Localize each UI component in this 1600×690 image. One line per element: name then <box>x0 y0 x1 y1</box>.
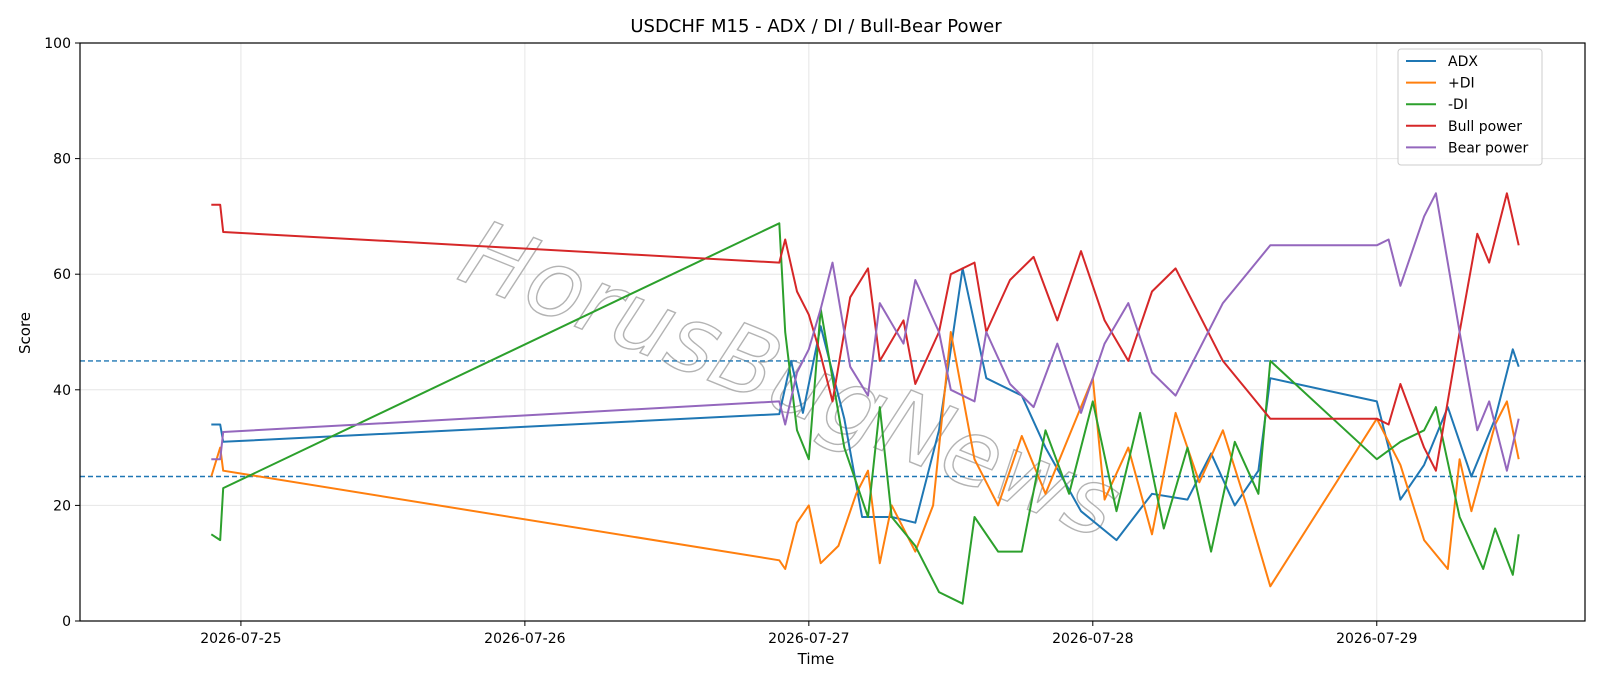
y-tick-label: 100 <box>44 36 71 52</box>
legend-label: +DI <box>1448 76 1475 92</box>
plot-frame <box>79 42 1586 622</box>
series-line-bear-power <box>211 192 1520 472</box>
y-tick-label: 80 <box>53 152 71 168</box>
y-tick-label: 20 <box>53 498 71 514</box>
reference-lines <box>80 360 1585 478</box>
x-tick-label: 2026-07-29 <box>1336 631 1417 647</box>
y-axis-label: Score <box>16 312 34 354</box>
y-tick-label: 60 <box>53 267 71 283</box>
x-tick-label: 2026-07-25 <box>200 631 281 647</box>
legend-label: Bull power <box>1448 119 1522 135</box>
legend-box <box>1397 48 1543 166</box>
series-line-bull-power <box>211 192 1520 472</box>
x-tick-label: 2026-07-27 <box>768 631 849 647</box>
x-tick-label: 2026-07-26 <box>484 631 565 647</box>
y-tick-label: 0 <box>62 614 71 630</box>
x-tick-label: 2026-07-28 <box>1052 631 1133 647</box>
legend-label: ADX <box>1448 54 1478 70</box>
legend: ADX +DI -DI Bull power Bear power <box>1397 48 1543 166</box>
series-line-adx <box>211 267 1520 542</box>
series-line-plusdi <box>210 331 1520 588</box>
series-lines <box>210 192 1520 605</box>
chart-title: USDCHF M15 - ADX / DI / Bull-Bear Power <box>630 16 1002 37</box>
legend-label: Bear power <box>1448 140 1529 156</box>
x-ticks: 2026-07-25 2026-07-26 2026-07-27 2026-07-28… <box>200 621 1417 647</box>
x-axis-label: Time <box>797 650 835 668</box>
y-tick-label: 40 <box>53 383 71 399</box>
series-line-minusdi <box>210 222 1520 605</box>
y-ticks: 0 20 40 60 80 100 <box>44 36 80 630</box>
legend-label: -DI <box>1448 97 1468 113</box>
